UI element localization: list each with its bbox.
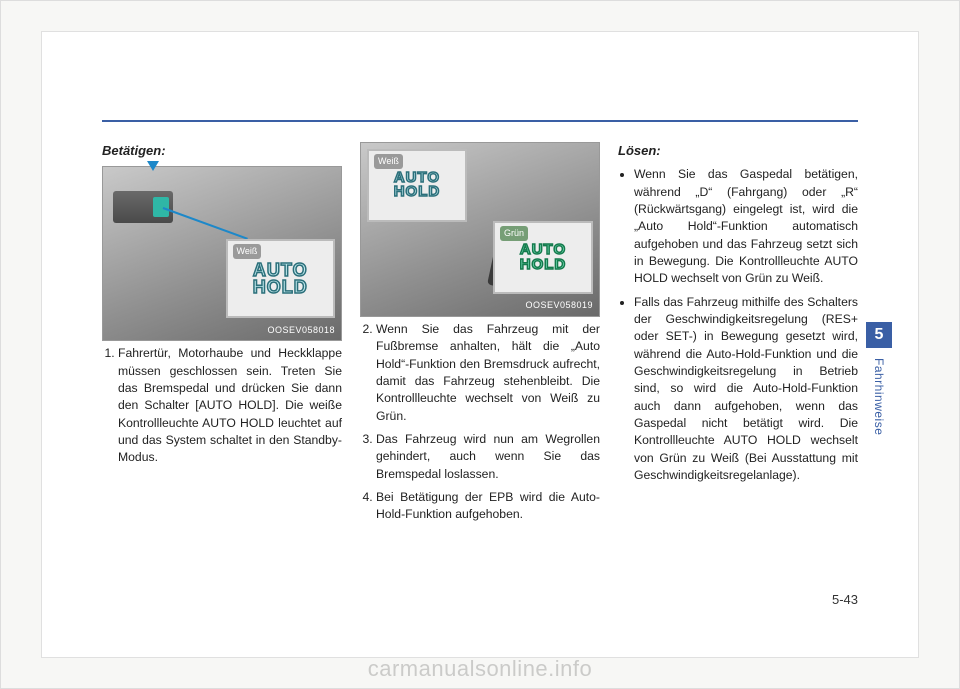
arrow-down-icon xyxy=(147,161,159,171)
col3-bullet-1: Wenn Sie das Gaspedal betätigen, während… xyxy=(634,166,858,287)
auto-hold-indicator-green: AUTO HOLD xyxy=(520,243,567,272)
col2-item-3: Das Fahrzeug wird nun am Wegrollen gehin… xyxy=(376,431,600,483)
figure1-inset: Weiß AUTO HOLD xyxy=(226,239,335,319)
figure2-inset-green: Grün AUTO HOLD xyxy=(493,221,593,294)
auto-hold-indicator-white: AUTO HOLD xyxy=(394,171,441,200)
column-1: Betätigen: Weiß AUTO HOLD OOSEV0580 xyxy=(102,142,342,617)
col3-heading: Lösen: xyxy=(618,142,858,160)
col1-heading: Betätigen: xyxy=(102,142,342,160)
content-columns: Betätigen: Weiß AUTO HOLD OOSEV0580 xyxy=(102,142,858,617)
chapter-label: Fahrhinweise xyxy=(872,358,886,435)
figure2-inset1-label: Weiß xyxy=(374,154,403,169)
side-tab: 5 Fahrhinweise xyxy=(866,322,892,435)
header-rule xyxy=(102,120,858,122)
column-2: Weiß AUTO HOLD Grün AUTO HOLD xyxy=(360,142,600,617)
col1-list: Fahrertür, Motorhaube und Heckklappe müs… xyxy=(102,345,342,466)
pointer-line xyxy=(163,208,248,241)
figure2-inset-white: Weiß AUTO HOLD xyxy=(367,149,467,222)
figure1-inset-label: Weiß xyxy=(233,244,262,259)
col2-item-4: Bei Betätigung der EPB wird die Auto-Hol… xyxy=(376,489,600,524)
col2-item-2: Wenn Sie das Fahrzeug mit der Fußbremse … xyxy=(376,321,600,425)
chapter-number: 5 xyxy=(866,322,892,348)
figure-1: Weiß AUTO HOLD OOSEV058018 xyxy=(102,166,342,341)
figure1-code: OOSEV058018 xyxy=(267,324,335,337)
manual-page: Betätigen: Weiß AUTO HOLD OOSEV0580 xyxy=(0,0,960,689)
col2-list: Wenn Sie das Fahrzeug mit der Fußbremse … xyxy=(360,321,600,524)
col3-bullet-2: Falls das Fahrzeug mithilfe des Schalter… xyxy=(634,294,858,485)
watermark: carmanualsonline.info xyxy=(1,656,959,682)
col1-item-1: Fahrertür, Motorhaube und Heckklappe müs… xyxy=(118,345,342,466)
col3-bullets: Wenn Sie das Gaspedal betätigen, während… xyxy=(618,166,858,484)
auto-hold-indicator: AUTO HOLD xyxy=(253,262,308,296)
figure2-inset2-label: Grün xyxy=(500,226,528,241)
page-number: 5-43 xyxy=(832,592,858,607)
figure2-code: OOSEV058019 xyxy=(525,299,593,312)
column-3: Lösen: Wenn Sie das Gaspedal betätigen, … xyxy=(618,142,858,617)
figure-2: Weiß AUTO HOLD Grün AUTO HOLD xyxy=(360,142,600,317)
page-inner: Betätigen: Weiß AUTO HOLD OOSEV0580 xyxy=(41,31,919,658)
